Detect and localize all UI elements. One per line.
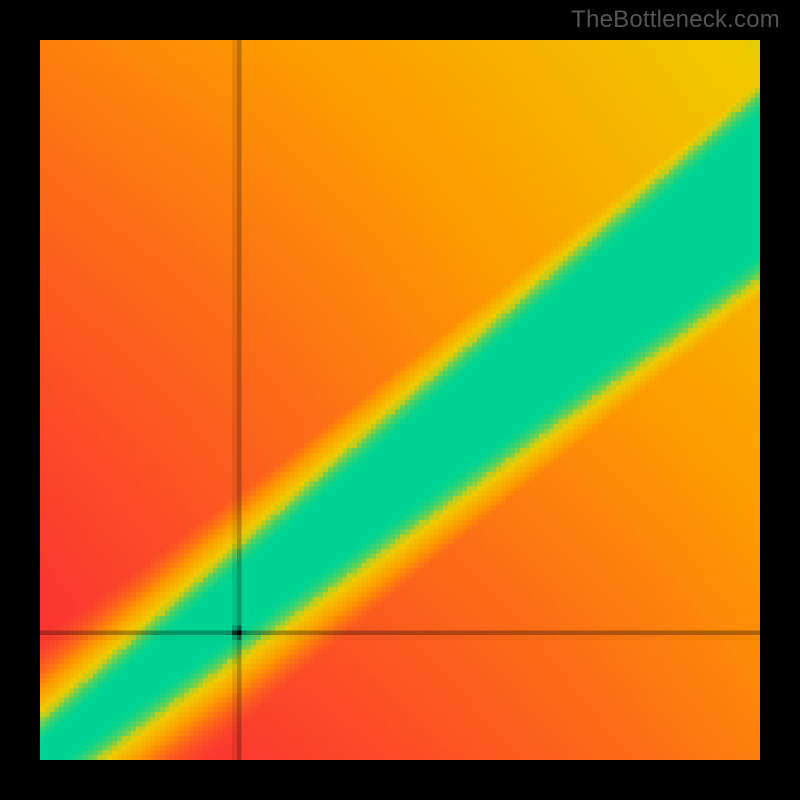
watermark-text: TheBottleneck.com (571, 6, 780, 34)
crosshair-overlay (40, 40, 760, 760)
